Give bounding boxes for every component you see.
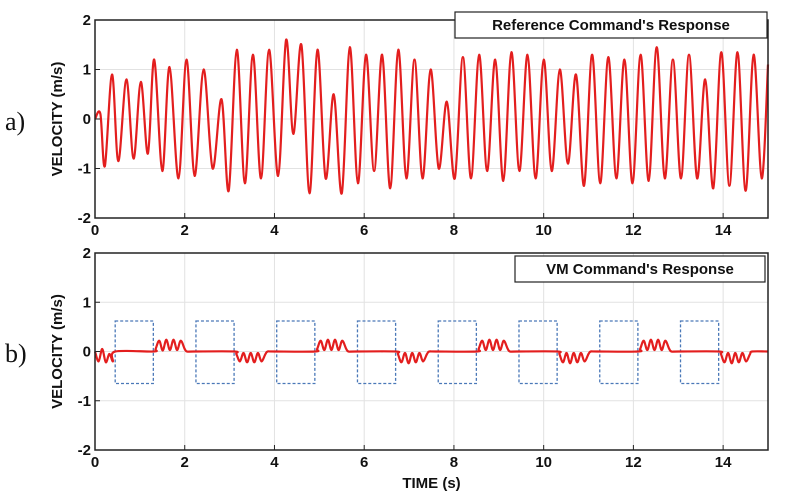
x-tick-label: 0 <box>91 454 99 471</box>
chart-title-box <box>514 255 766 283</box>
x-tick-label: 8 <box>450 222 458 239</box>
velocity-series-line <box>93 338 769 365</box>
x-tick-label: 0 <box>91 222 99 239</box>
x-tick-label: 10 <box>535 222 552 239</box>
x-tick-label: 2 <box>181 222 189 239</box>
y-axis-label: VELOCITY (m/s) <box>49 294 66 409</box>
y-tick-label: -1 <box>78 161 91 178</box>
x-tick-label: 4 <box>270 454 279 471</box>
x-tick-label: 2 <box>181 454 189 471</box>
panel-label: b) <box>5 339 27 368</box>
y-tick-label: 2 <box>83 12 91 29</box>
x-tick-label: 14 <box>715 454 732 471</box>
x-tick-label: 14 <box>715 222 732 239</box>
x-axis-label: TIME (s) <box>402 475 460 492</box>
x-tick-label: 4 <box>270 222 279 239</box>
y-tick-label: -2 <box>78 442 91 459</box>
x-tick-label: 10 <box>535 454 552 471</box>
x-tick-label: 6 <box>360 222 368 239</box>
x-tick-label: 8 <box>450 454 458 471</box>
x-tick-label: 12 <box>625 454 642 471</box>
y-tick-label: 1 <box>83 62 91 79</box>
chart-title: Reference Command's Response <box>492 17 730 34</box>
y-tick-label: 0 <box>83 111 91 128</box>
panel-label: a) <box>5 107 25 136</box>
y-tick-label: 1 <box>83 294 91 311</box>
y-tick-label: -2 <box>78 210 91 227</box>
y-tick-label: 0 <box>83 344 91 361</box>
x-tick-label: 6 <box>360 454 368 471</box>
y-tick-label: 2 <box>83 245 91 262</box>
x-tick-label: 12 <box>625 222 642 239</box>
y-axis-label: VELOCITY (m/s) <box>49 62 66 177</box>
y-tick-label: -1 <box>78 393 91 410</box>
velocity-series-line <box>94 38 770 195</box>
chart-title: VM Command's Response <box>546 261 734 278</box>
chart-title-box <box>454 11 768 39</box>
